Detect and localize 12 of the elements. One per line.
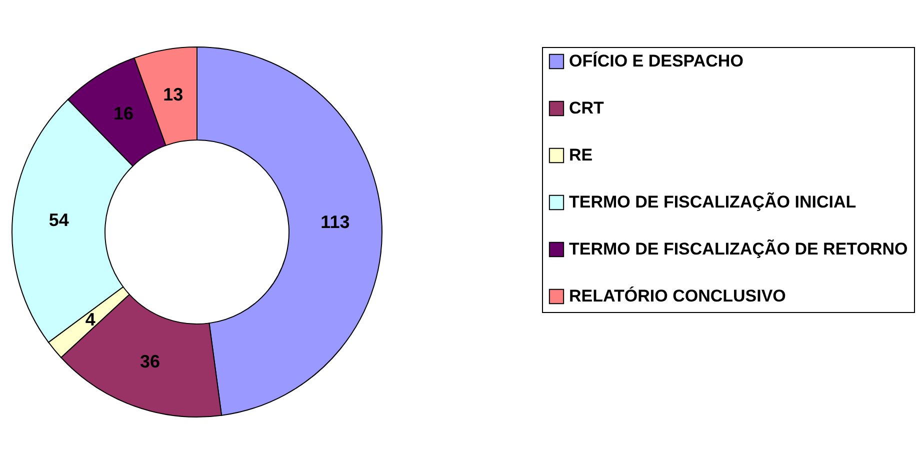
data-label: 4: [85, 309, 96, 330]
legend-label: RE: [569, 146, 593, 164]
data-label: 13: [163, 84, 184, 105]
legend-label: OFÍCIO E DESPACHO: [569, 50, 744, 70]
legend-label: CRT: [569, 98, 605, 118]
data-label: 54: [48, 210, 69, 230]
legend-label: RELATÓRIO CONCLUSIVO: [569, 286, 786, 306]
legend-label: TERMO DE FISCALIZAÇÃO DE RETORNO: [569, 238, 908, 258]
data-label: 36: [140, 351, 160, 372]
data-label: 16: [114, 104, 134, 124]
data-label: 113: [320, 212, 350, 232]
legend-label: TERMO DE FISCALIZAÇÃO INICIAL: [569, 192, 856, 212]
